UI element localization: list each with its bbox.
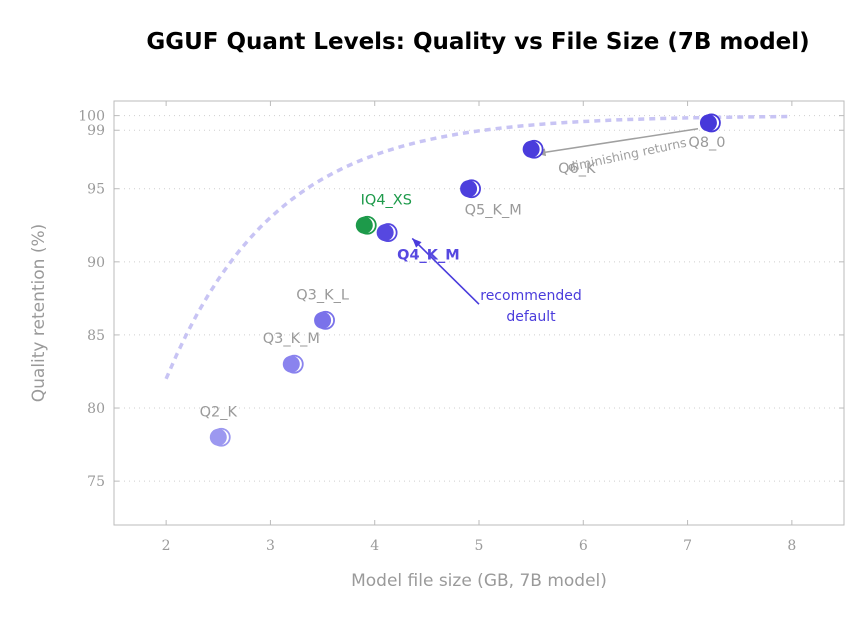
annotations: recommended default diminishing returns: [480, 135, 688, 325]
data-points: [209, 113, 721, 447]
point-marker: [699, 114, 717, 132]
y-tick-label: 80: [87, 401, 105, 417]
y-tick-label: 95: [87, 182, 105, 198]
y-axis-label: Quality retention (%): [29, 224, 49, 403]
point-marker: [460, 180, 478, 198]
point-q5-k-m: [460, 179, 481, 199]
chart-title: GGUF Quant Levels: Quality vs File Size …: [146, 29, 809, 55]
y-tick-label: 100: [78, 109, 105, 125]
annotation-arrow-head: [412, 238, 422, 248]
point-marker: [355, 216, 373, 234]
annotation-recommended-line2: default: [506, 309, 556, 325]
point-q2-k: [209, 427, 231, 447]
point-label-q5-k-m: Q5_K_M: [465, 203, 522, 219]
point-q6-k: [522, 139, 544, 159]
plot-frame: [113, 100, 845, 526]
point-labels: Q2_K Q3_K_M Q3_K_L IQ4_XS Q4_K_M Q5_K_M Q6_K Q8…: [200, 135, 726, 420]
point-label-q4-k-m: Q4_K_M: [397, 248, 460, 264]
point-q4-k-m: [376, 223, 398, 242]
x-tick-label: 7: [683, 538, 692, 554]
point-label-q8-0: Q8_0: [688, 135, 725, 151]
x-tick-label: 2: [162, 538, 171, 554]
annotation-arrow-line: [536, 128, 699, 155]
point-marker: [376, 224, 394, 242]
y-tick-label: 75: [87, 474, 105, 490]
point-q3-k-m: [282, 354, 304, 374]
y-tick-label: 90: [87, 255, 105, 271]
point-marker: [282, 355, 300, 373]
x-axis-label: Model file size (GB, 7B model): [351, 571, 607, 591]
grid-lines: [114, 115, 844, 482]
annotation-diminishing-returns: diminishing returns: [566, 135, 687, 175]
x-axis-ticks: 2 3 4 5 6 7 8: [162, 101, 796, 554]
point-marker: [209, 428, 227, 446]
x-tick-label: 3: [266, 538, 275, 554]
x-tick-label: 8: [787, 538, 796, 554]
point-marker: [522, 140, 540, 158]
point-label-q2-k: Q2_K: [200, 404, 238, 420]
point-marker: [314, 311, 332, 329]
point-q3-k-l: [314, 310, 335, 330]
point-label-q3-k-l: Q3_K_L: [296, 287, 349, 303]
y-tick-label: 99: [87, 123, 105, 139]
x-tick-label: 5: [475, 538, 484, 554]
point-q8-0: [699, 113, 721, 133]
y-tick-label: 85: [87, 328, 105, 344]
annotation-recommended-line1: recommended: [480, 288, 581, 304]
annotation-arrow-line: [411, 237, 480, 305]
trend-curve: [164, 114, 792, 380]
x-tick-label: 4: [370, 538, 379, 554]
point-label-iq4-xs: IQ4_XS: [361, 192, 412, 208]
point-label-q3-k-m: Q3_K_M: [263, 331, 320, 347]
point-label-q6-k: Q6_K: [558, 161, 596, 177]
x-tick-label: 6: [579, 538, 588, 554]
point-iq4-xs: [355, 215, 377, 235]
